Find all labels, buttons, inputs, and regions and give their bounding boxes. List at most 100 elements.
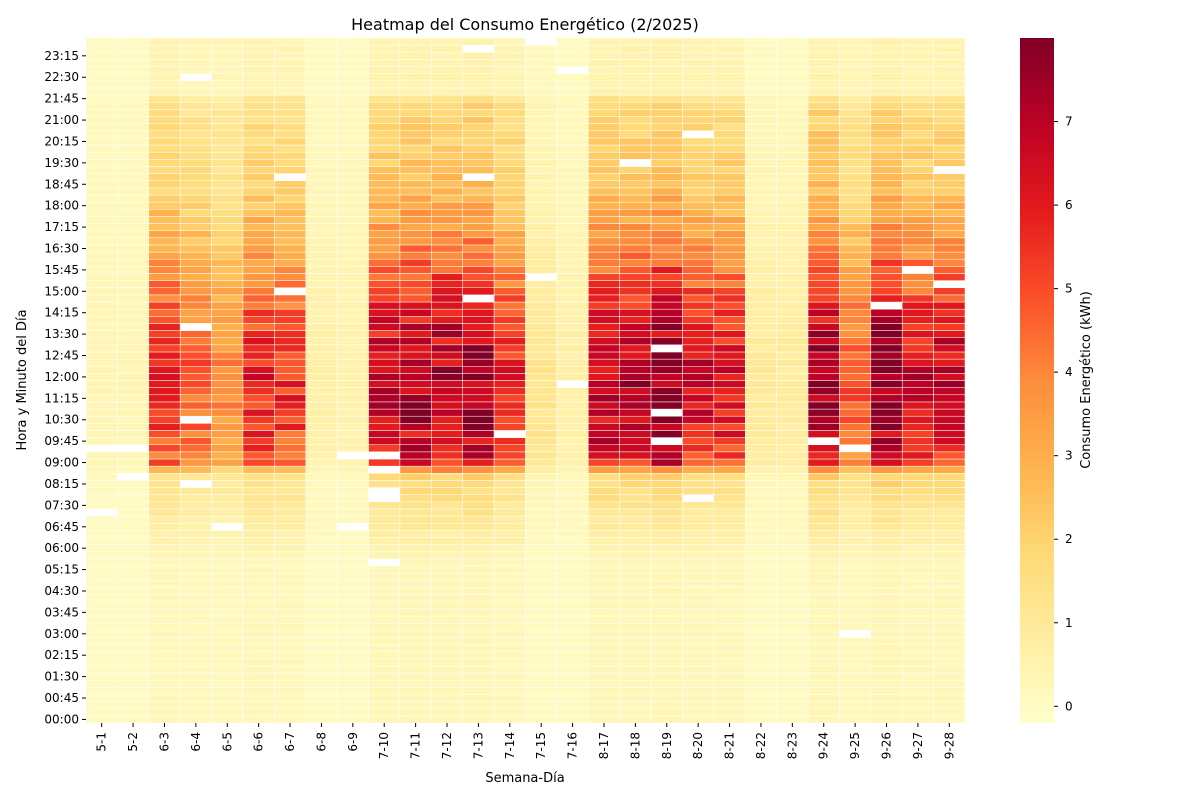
heatmap-cell [117,387,150,396]
heatmap-cell [274,52,306,60]
heatmap-cell [839,301,872,310]
heatmap-cell [682,651,715,660]
heatmap-cell [776,572,809,581]
heatmap-cell [399,637,432,645]
heatmap-cell [368,708,401,717]
heatmap-cell [933,622,966,631]
heatmap-cell [368,608,401,617]
heatmap-cell [274,101,306,110]
heatmap-cell [462,66,495,74]
heatmap-cell [85,480,118,488]
heatmap-cell [713,451,746,460]
heatmap-cell [525,451,558,460]
heatmap-cell [556,266,589,274]
heatmap-cell [682,344,715,353]
heatmap-cell [713,173,746,181]
heatmap-cell [399,537,432,545]
heatmap-cell [148,565,181,574]
heatmap-cell [399,101,432,110]
heatmap-cell [619,244,652,253]
heatmap-cell [870,544,903,552]
heatmap-cell [462,708,495,717]
heatmap-cell [807,622,840,631]
heatmap-cell [211,587,244,595]
heatmap-cell [713,330,746,338]
heatmap-cell [933,373,966,381]
heatmap-cell [713,601,746,610]
heatmap-cell [901,337,934,346]
heatmap-cell [650,408,683,417]
heatmap-cell [588,679,620,688]
heatmap-cell [85,501,118,510]
heatmap-cell [211,194,244,203]
heatmap-cell [807,665,840,674]
heatmap-cell [493,44,526,53]
heatmap-cell [745,387,777,396]
heatmap-cell [462,622,495,631]
heatmap-cell [745,480,777,488]
heatmap-cell [556,487,589,495]
heatmap-cell [650,216,683,224]
heatmap-cell [682,365,715,374]
heatmap-cell [493,80,526,89]
heatmap-cell [525,323,558,331]
heatmap-cell [336,537,369,545]
heatmap-cell [242,601,275,610]
heatmap-cell [336,373,369,381]
heatmap-cell [556,52,589,60]
heatmap-cell [305,508,338,517]
heatmap-cell [368,558,401,567]
heatmap-cell [650,266,683,274]
heatmap-cell [117,380,150,388]
heatmap-cell [85,444,118,453]
heatmap-cell [933,444,966,453]
heatmap-cell [85,437,118,445]
heatmap-cell [839,629,872,638]
heatmap-cell [901,187,934,196]
heatmap-cell [588,522,620,531]
heatmap-cell [462,294,495,303]
heatmap-cell [870,522,903,531]
heatmap-cell [682,194,715,203]
heatmap-cell [274,672,306,681]
heatmap-cell [870,344,903,353]
heatmap-cell [117,123,150,132]
heatmap-cell [776,109,809,117]
heatmap-cell [148,651,181,660]
heatmap-cell [682,430,715,438]
heatmap-cell [650,637,683,645]
heatmap-cell [556,216,589,224]
heatmap-cell [336,180,369,189]
heatmap-cell [462,480,495,488]
heatmap-cell [179,73,212,82]
heatmap-cell [431,501,463,510]
heatmap-cell [211,180,244,189]
heatmap-cell [619,715,652,724]
heatmap-cell [211,187,244,196]
heatmap-cell [839,615,872,624]
heatmap-cell [211,537,244,545]
heatmap-cell [650,373,683,381]
heatmap-cell [148,80,181,89]
heatmap-cell [556,251,589,260]
heatmap-cell [211,301,244,310]
heatmap-cell [179,572,212,581]
heatmap-cell [870,201,903,210]
heatmap-cell [462,494,495,503]
heatmap-cell [242,608,275,617]
heatmap-cell [588,101,620,110]
heatmap-cell [305,387,338,396]
heatmap-cell [399,308,432,317]
heatmap-cell [556,387,589,396]
heatmap-cell [933,109,966,117]
heatmap-cell [179,679,212,688]
heatmap-cell [336,580,369,588]
heatmap-cell [117,209,150,217]
heatmap-cell [588,323,620,331]
heatmap-cell [650,344,683,353]
heatmap-cell [399,565,432,574]
heatmap-cell [305,144,338,153]
heatmap-cell [713,701,746,709]
y-tick-label: 21:00 [44,113,79,127]
heatmap-cell [682,308,715,317]
